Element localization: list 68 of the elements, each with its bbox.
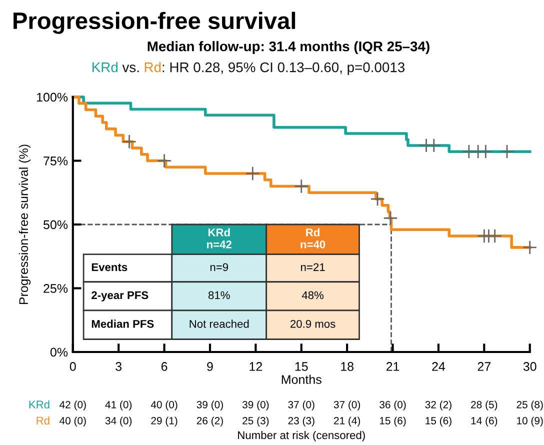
text: Rd: [36, 416, 50, 425]
x-tick-label: 18: [341, 362, 354, 371]
x-tick-label: 21: [386, 362, 400, 371]
point: [478, 144, 493, 159]
point: [370, 192, 385, 206]
text: 37 (0): [288, 400, 314, 410]
x-tick-label: 15: [295, 362, 308, 371]
x-tick-label: 24: [432, 362, 446, 371]
text: 40 (0): [60, 416, 86, 426]
point: [122, 134, 137, 149]
text: 10 (9): [517, 416, 543, 426]
annotation: KRd n=42: [207, 228, 232, 248]
x-tick-label: 0: [70, 362, 76, 371]
point: [157, 153, 172, 168]
y-tick-label: 75%: [44, 156, 68, 166]
text: 40 (0): [150, 400, 178, 410]
text: KRd: [29, 400, 50, 409]
text: 21 (4): [334, 416, 360, 426]
text: KRd vs. Rd: HR 0.28, 95% CI 0.13–0.60, p=0.0013: [92, 62, 405, 75]
text: 25 (3): [242, 416, 269, 426]
x-tick-label: 3: [116, 362, 122, 371]
x-tick-label: 12: [250, 362, 262, 371]
annotation: Not reached: [190, 320, 249, 328]
text: 34 (0): [105, 416, 132, 426]
text: 26 (2): [196, 416, 223, 426]
text: 37 (0): [334, 400, 360, 410]
x-axis-title: Months: [282, 374, 322, 384]
chart-subtitle: Median follow-up: 31.4 months (IQR 25–34): [148, 41, 430, 54]
text: 41 (0): [105, 400, 132, 410]
annotation: 81%: [208, 291, 230, 300]
point: [500, 144, 514, 159]
annotation: n=21: [301, 263, 325, 271]
annotation: Events: [92, 263, 128, 272]
text: 42 (0): [60, 400, 86, 410]
point: [426, 138, 442, 153]
y-tick-label: 25%: [44, 284, 68, 293]
text: 28 (5): [471, 400, 498, 410]
x-tick-label: 30: [523, 362, 536, 371]
text: 32 (2): [425, 400, 452, 410]
y-tick-label: 100%: [37, 92, 68, 102]
y-axis-title: Progression-free survival (%): [18, 144, 31, 304]
point: [383, 210, 398, 226]
annotation: 48%: [302, 291, 324, 300]
text: 15 (6): [426, 416, 452, 426]
text: Number at risk (censored): [238, 430, 365, 442]
y-tick-label: 0%: [50, 348, 68, 357]
annotation: Median PFS: [92, 320, 154, 328]
x-tick-label: 9: [207, 362, 213, 371]
x-tick-label: 6: [161, 362, 168, 371]
text: 15 (6): [380, 416, 406, 426]
x-tick-label: 27: [478, 362, 490, 371]
annotation: Rd n=40: [300, 228, 326, 248]
text: 23 (3): [288, 416, 314, 426]
annotation: 2-year PFS: [92, 291, 148, 302]
point: [294, 178, 309, 194]
annotation: n=9: [210, 263, 228, 272]
point: [488, 228, 502, 244]
text: 29 (1): [151, 416, 178, 426]
annotation: 20.9 mos: [290, 320, 336, 328]
chart-title: Progression-free survival: [14, 12, 296, 34]
text: 39 (0): [242, 400, 269, 410]
point: [522, 240, 538, 255]
point: [245, 166, 260, 181]
y-tick-label: 50%: [44, 220, 68, 230]
text: 39 (0): [196, 400, 223, 410]
text: 25 (8): [516, 400, 543, 410]
text: 14 (6): [471, 416, 498, 426]
text: 36 (0): [380, 400, 406, 410]
